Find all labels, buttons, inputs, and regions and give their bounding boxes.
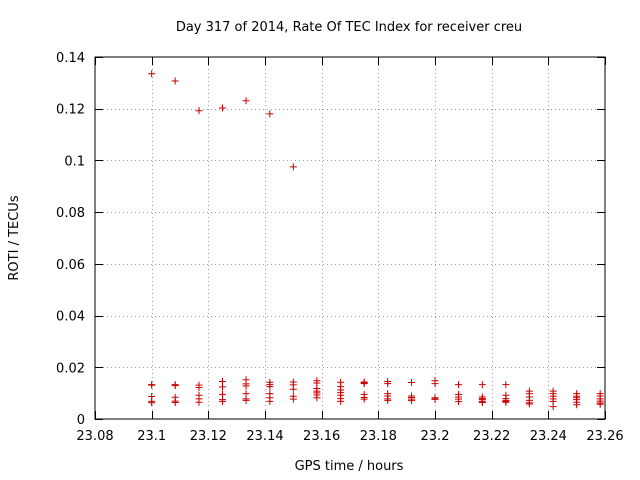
- data-point: [478, 398, 486, 406]
- x-axis-label: GPS time / hours: [295, 459, 404, 474]
- y-tick-label: 0.14: [56, 51, 85, 66]
- plot-frame: [94, 56, 606, 420]
- x-tick-label: 23.24: [530, 429, 567, 444]
- data-point: [171, 382, 179, 390]
- data-point: [195, 398, 203, 406]
- data-point: [266, 397, 274, 405]
- data-point: [360, 395, 368, 403]
- y-tick-label: 0.06: [56, 258, 85, 273]
- y-tick-label: 0: [77, 413, 85, 428]
- x-tick-label: 23.12: [190, 429, 227, 444]
- data-point: [171, 398, 179, 406]
- data-point: [219, 397, 226, 405]
- data-point: [384, 396, 392, 404]
- data-point: [407, 379, 415, 387]
- data-point: [384, 380, 392, 388]
- x-tick-label: 23.1: [137, 429, 166, 444]
- y-tick-label: 0.08: [56, 206, 85, 221]
- data-points: [148, 70, 604, 411]
- x-tick-label: 23.22: [473, 429, 510, 444]
- y-axis-label: ROTI / TECUs: [7, 195, 22, 280]
- y-tick-labels: 0 0.02 0.04 0.06 0.08 0.1 0.12 0.14: [56, 51, 85, 428]
- data-point: [148, 381, 156, 389]
- x-tick-labels: 23.08 23.1 23.12 23.14 23.16 23.18 23.2 23.22 23…: [76, 429, 623, 444]
- data-point: [431, 380, 439, 388]
- data-point: [596, 400, 604, 408]
- data-point: [219, 383, 226, 391]
- data-point: [195, 107, 203, 115]
- data-point: [455, 398, 463, 406]
- data-point: [148, 70, 156, 78]
- data-point: [549, 403, 557, 411]
- data-point: [455, 381, 463, 389]
- data-point: [219, 104, 226, 112]
- data-point: [337, 397, 345, 405]
- x-tick-label: 23.2: [421, 429, 450, 444]
- data-point: [360, 380, 368, 388]
- data-point: [289, 163, 297, 171]
- axis-ticks: [95, 57, 606, 420]
- data-point: [242, 396, 250, 404]
- x-tick-label: 23.26: [586, 429, 623, 444]
- x-tick-label: 23.18: [360, 429, 397, 444]
- data-point: [289, 395, 297, 403]
- data-point: [171, 77, 179, 85]
- x-tick-label: 23.16: [303, 429, 340, 444]
- y-tick-label: 0.02: [56, 361, 85, 376]
- data-point: [266, 383, 274, 391]
- data-point: [407, 397, 415, 405]
- y-tick-label: 0.04: [56, 310, 85, 325]
- data-point: [289, 385, 297, 393]
- data-point: [502, 381, 510, 389]
- y-tick-label: 0.12: [56, 103, 85, 118]
- data-point: [148, 399, 156, 407]
- data-point: [242, 382, 250, 390]
- x-tick-label: 23.08: [76, 429, 113, 444]
- data-point: [573, 401, 581, 409]
- data-point: [431, 395, 439, 403]
- y-tick-label: 0.1: [64, 154, 85, 169]
- data-point: [478, 381, 486, 389]
- data-point: [195, 383, 203, 391]
- chart-title: Day 317 of 2014, Rate Of TEC Index for r…: [176, 20, 522, 35]
- data-point: [242, 97, 250, 105]
- data-point: [266, 110, 274, 118]
- data-point: [502, 398, 510, 406]
- x-tick-label: 23.14: [246, 429, 283, 444]
- data-point: [313, 394, 321, 402]
- data-point: [525, 400, 533, 408]
- grid-lines: [95, 57, 605, 419]
